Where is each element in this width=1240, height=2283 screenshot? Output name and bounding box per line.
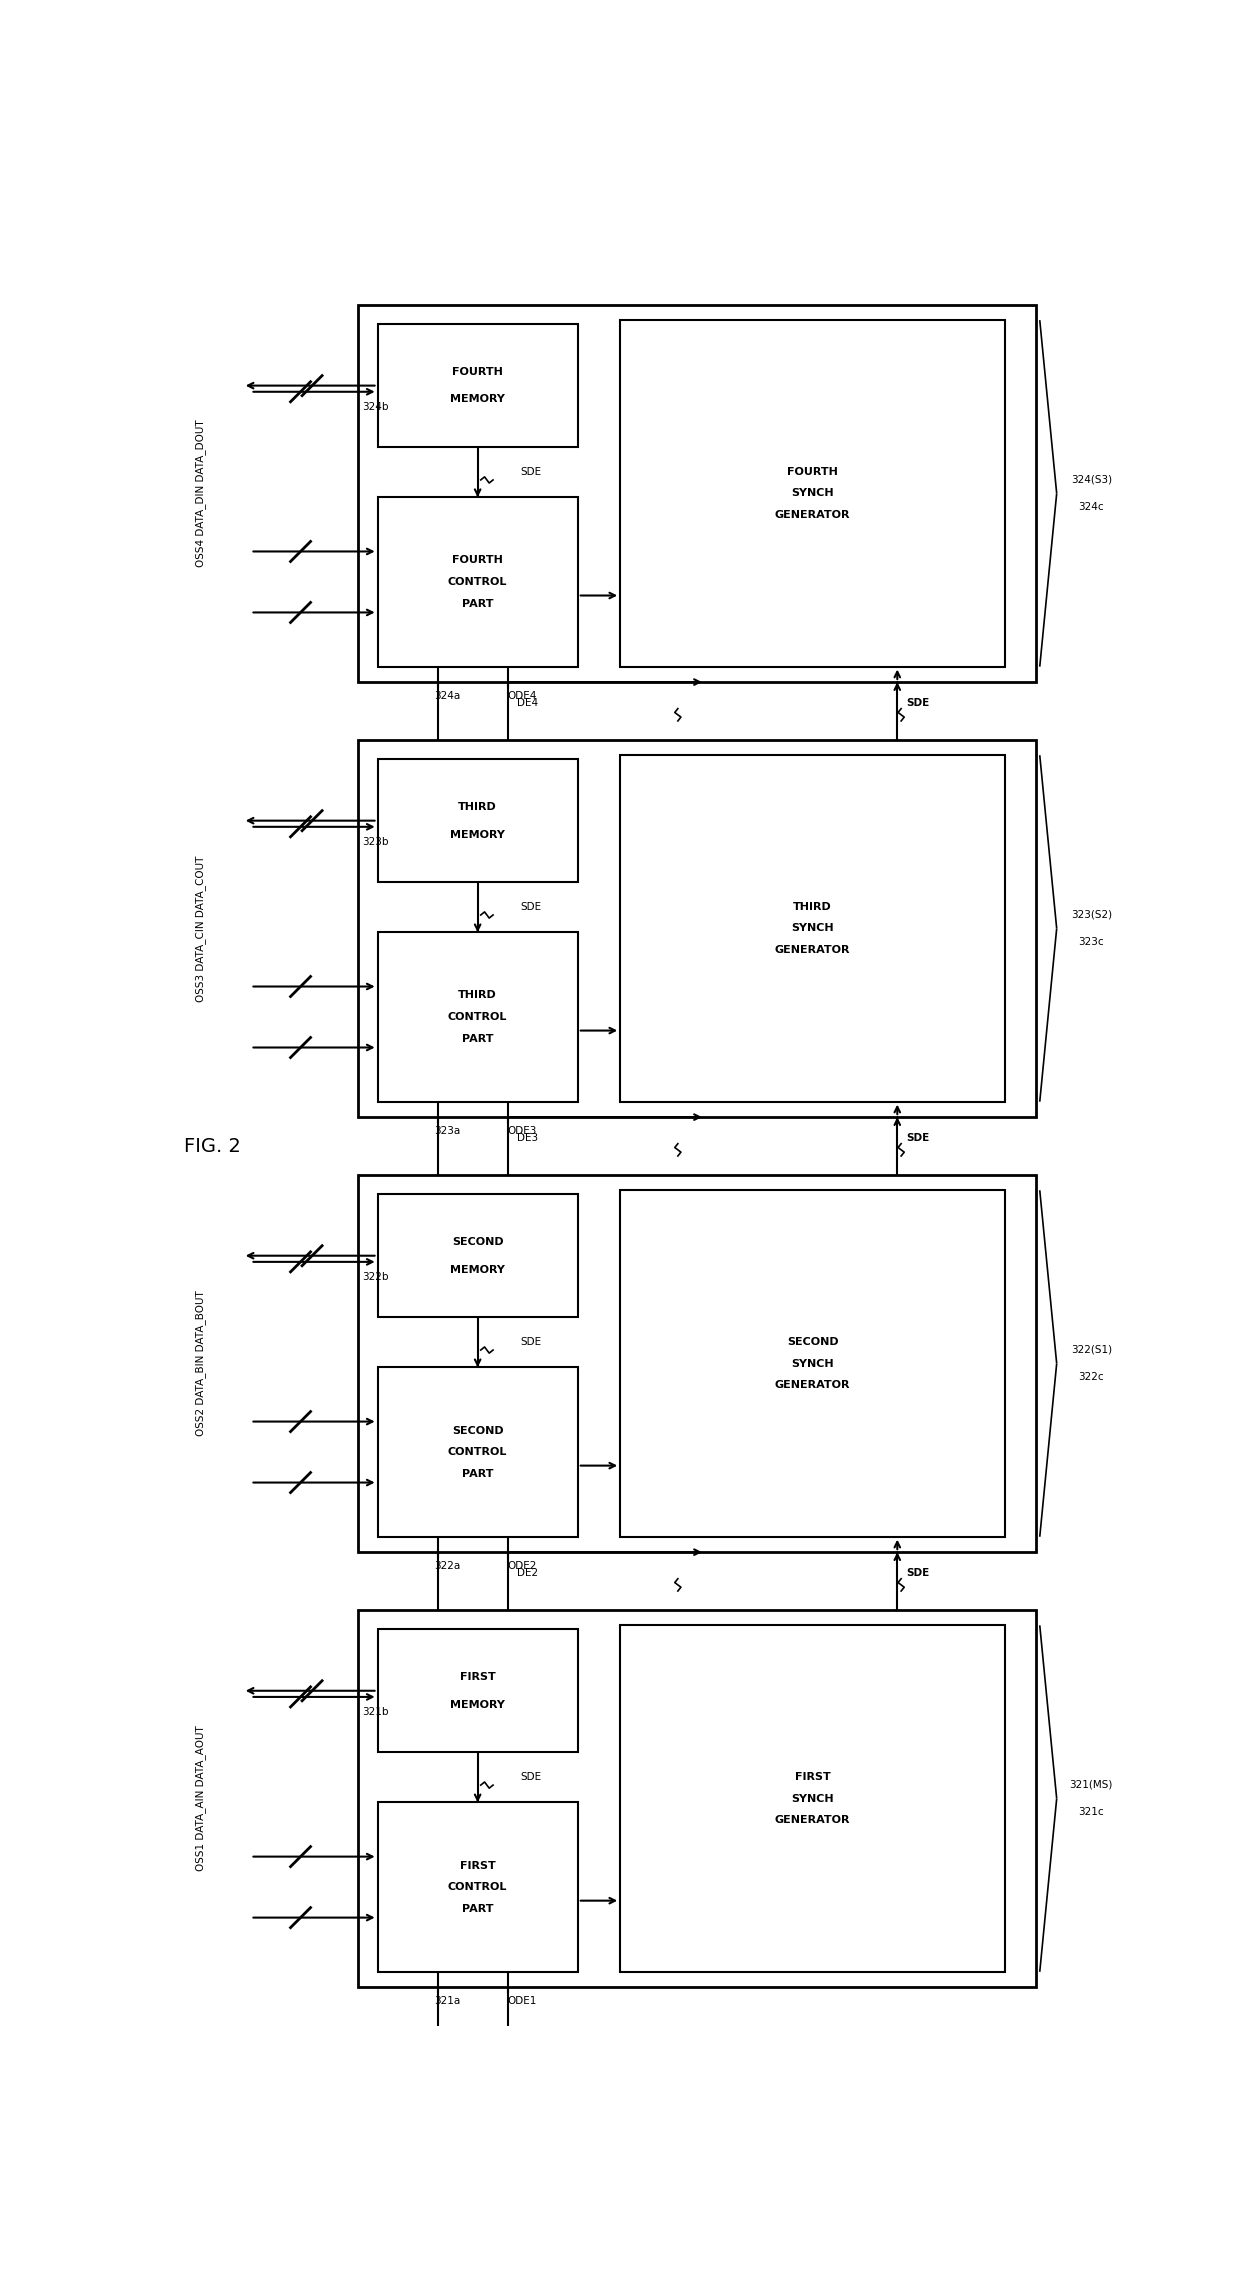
Text: ODE3: ODE3 (507, 1126, 537, 1137)
Text: ODE1: ODE1 (507, 1995, 537, 2007)
Text: SYNCH: SYNCH (791, 1358, 835, 1368)
Text: 321a: 321a (434, 1995, 461, 2007)
Text: OSS2 DATA_BIN DATA_BOUT: OSS2 DATA_BIN DATA_BOUT (195, 1290, 206, 1436)
Text: 322c: 322c (1079, 1372, 1104, 1383)
Text: OSS4 DATA_DIN DATA_DOUT: OSS4 DATA_DIN DATA_DOUT (195, 420, 206, 566)
Text: CONTROL: CONTROL (448, 1447, 507, 1457)
Text: PART: PART (461, 1468, 494, 1479)
Text: PART: PART (461, 1904, 494, 1913)
Text: OSS1 DATA_AIN DATA_AOUT: OSS1 DATA_AIN DATA_AOUT (195, 1726, 206, 1872)
Text: SDE: SDE (906, 1132, 930, 1144)
Text: GENERATOR: GENERATOR (775, 1379, 851, 1390)
Text: CONTROL: CONTROL (448, 1011, 507, 1023)
Text: MEMORY: MEMORY (450, 1699, 505, 1710)
Text: SECOND: SECOND (787, 1338, 838, 1347)
Text: CONTROL: CONTROL (448, 578, 507, 587)
Text: SYNCH: SYNCH (791, 1794, 835, 1804)
Text: 322b: 322b (362, 1272, 388, 1283)
Text: 321(MS): 321(MS) (1070, 1781, 1114, 1790)
Text: FOURTH: FOURTH (787, 466, 838, 477)
Bar (620, 320, 1006, 667)
Text: 323(S2): 323(S2) (1071, 909, 1112, 920)
Text: 324(S3): 324(S3) (1071, 475, 1112, 484)
Text: THIRD: THIRD (459, 991, 497, 1000)
Bar (358, 304, 1035, 683)
Text: DE4: DE4 (517, 699, 538, 708)
Text: DE3: DE3 (517, 1132, 538, 1144)
Text: ODE4: ODE4 (507, 692, 537, 701)
Text: SDE: SDE (906, 1568, 930, 1578)
Text: SECOND: SECOND (451, 1237, 503, 1247)
Text: 321b: 321b (362, 1708, 388, 1717)
Bar (620, 756, 1006, 1103)
Bar (620, 1189, 1006, 1536)
Text: 322a: 322a (434, 1562, 461, 1571)
Text: FIRST: FIRST (460, 1671, 496, 1683)
Text: FIG. 2: FIG. 2 (184, 1137, 241, 1155)
Text: OSS3 DATA_CIN DATA_COUT: OSS3 DATA_CIN DATA_COUT (195, 856, 206, 1002)
Text: GENERATOR: GENERATOR (775, 509, 851, 521)
Text: 321c: 321c (1079, 1808, 1104, 1817)
Text: 323c: 323c (1079, 938, 1104, 947)
Bar (377, 1194, 578, 1317)
Bar (377, 498, 578, 667)
Text: PART: PART (461, 1034, 494, 1043)
Text: 323a: 323a (434, 1126, 461, 1137)
Bar (377, 1801, 578, 1973)
Bar (377, 324, 578, 447)
Text: GENERATOR: GENERATOR (775, 945, 851, 954)
Text: 324b: 324b (362, 402, 388, 413)
Text: SDE: SDE (520, 902, 541, 913)
Text: FOURTH: FOURTH (453, 368, 503, 377)
Text: FIRST: FIRST (795, 1772, 831, 1783)
Bar (377, 931, 578, 1103)
Text: SDE: SDE (520, 468, 541, 477)
Bar (358, 1176, 1035, 1552)
Bar (358, 740, 1035, 1116)
Text: SDE: SDE (906, 699, 930, 708)
Bar (377, 1630, 578, 1753)
Bar (620, 1625, 1006, 1973)
Text: SECOND: SECOND (451, 1425, 503, 1436)
Text: PART: PART (461, 598, 494, 610)
Text: SYNCH: SYNCH (791, 489, 835, 498)
Bar (358, 1610, 1035, 1986)
Text: FIRST: FIRST (460, 1861, 496, 1870)
Text: SDE: SDE (520, 1772, 541, 1783)
Text: 323b: 323b (362, 838, 388, 847)
Text: DE2: DE2 (517, 1568, 538, 1578)
Bar (377, 758, 578, 881)
Text: CONTROL: CONTROL (448, 1881, 507, 1893)
Text: 324c: 324c (1079, 502, 1104, 511)
Text: MEMORY: MEMORY (450, 395, 505, 404)
Text: THIRD: THIRD (459, 801, 497, 813)
Text: 322(S1): 322(S1) (1071, 1345, 1112, 1354)
Text: GENERATOR: GENERATOR (775, 1815, 851, 1824)
Text: 324a: 324a (434, 692, 461, 701)
Text: THIRD: THIRD (794, 902, 832, 911)
Text: SDE: SDE (520, 1338, 541, 1347)
Text: ODE2: ODE2 (507, 1562, 537, 1571)
Text: SYNCH: SYNCH (791, 922, 835, 934)
Text: MEMORY: MEMORY (450, 1265, 505, 1274)
Bar (377, 1368, 578, 1536)
Text: MEMORY: MEMORY (450, 829, 505, 840)
Text: FOURTH: FOURTH (453, 555, 503, 566)
